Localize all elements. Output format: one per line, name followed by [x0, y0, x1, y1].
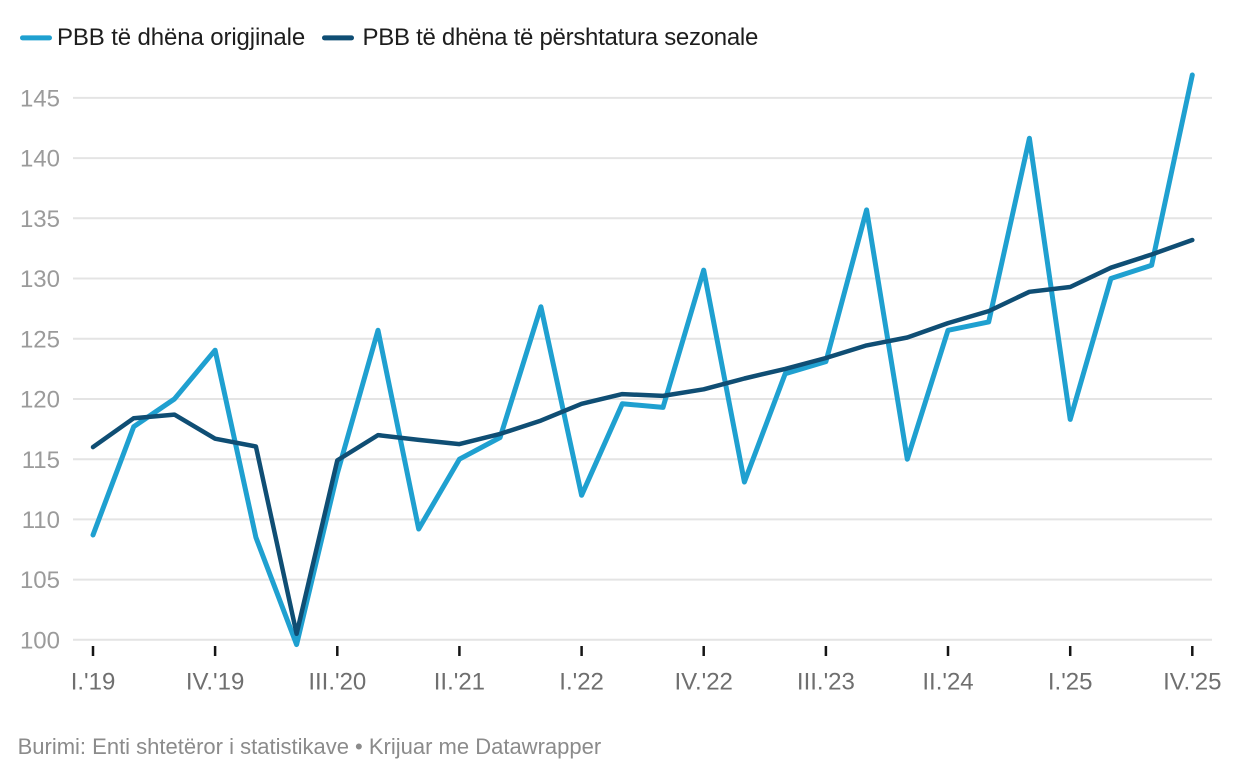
svg-text:120: 120	[20, 387, 60, 414]
svg-text:105: 105	[20, 567, 60, 594]
svg-text:140: 140	[20, 146, 60, 173]
svg-text:III.'20: III.'20	[308, 669, 366, 696]
svg-text:135: 135	[20, 206, 60, 233]
svg-text:III.'23: III.'23	[797, 669, 855, 696]
svg-text:PBB të dhëna origjinale: PBB të dhëna origjinale	[57, 24, 305, 51]
svg-text:II.'24: II.'24	[922, 669, 973, 696]
svg-text:I.'25: I.'25	[1048, 669, 1093, 696]
svg-text:I.'19: I.'19	[71, 669, 116, 696]
svg-text:IV.'25: IV.'25	[1163, 669, 1221, 696]
svg-text:IV.'19: IV.'19	[186, 669, 244, 696]
svg-text:IV.'22: IV.'22	[674, 669, 732, 696]
svg-text:100: 100	[20, 627, 60, 654]
svg-text:I.'22: I.'22	[559, 669, 604, 696]
svg-text:130: 130	[20, 266, 60, 293]
svg-text:125: 125	[20, 326, 60, 353]
svg-text:Burimi: Enti shtetëror i stati: Burimi: Enti shtetëror i statistikave • …	[18, 734, 602, 759]
svg-text:PBB të dhëna të përshtatura se: PBB të dhëna të përshtatura sezonale	[363, 24, 759, 51]
svg-text:110: 110	[22, 507, 60, 534]
svg-text:II.'21: II.'21	[434, 669, 485, 696]
svg-text:115: 115	[22, 447, 60, 474]
svg-text:145: 145	[20, 86, 60, 113]
